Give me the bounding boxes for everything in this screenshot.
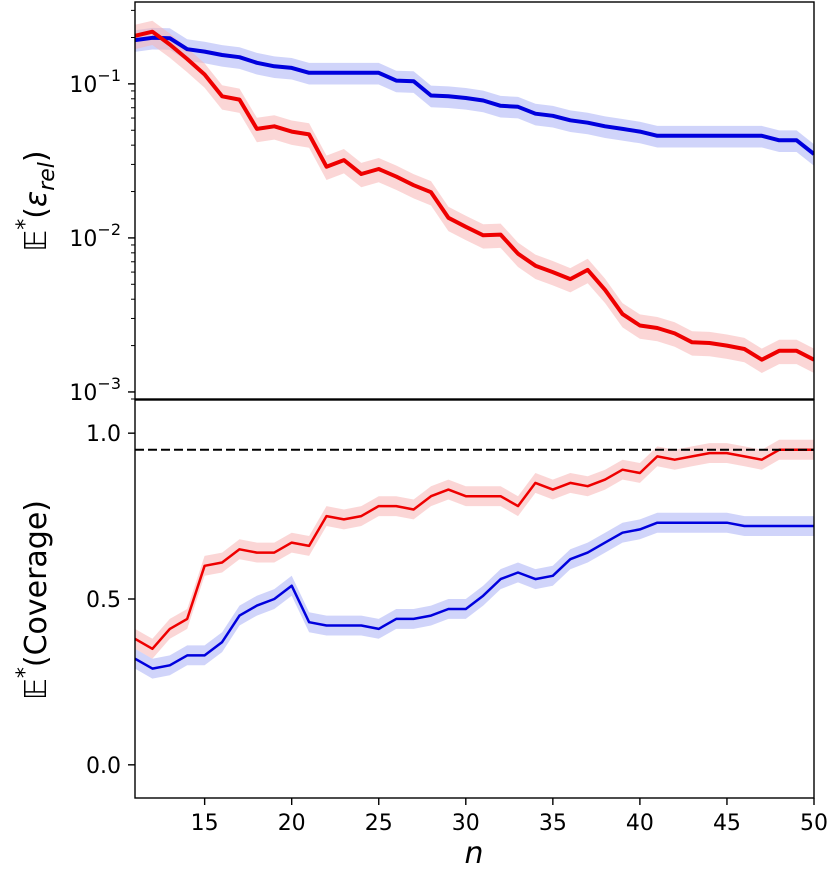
top-ytick-label: 10−1 xyxy=(69,66,121,98)
top-ylabel-sub: rel xyxy=(35,162,60,191)
top-series-0-line xyxy=(135,35,814,156)
top-ylabel-star: * xyxy=(13,219,38,230)
bottom-ylabel-e: 𝔼 xyxy=(19,678,54,700)
top-y-axis-label: 𝔼*(εrel) xyxy=(13,150,60,251)
top-axes-frame xyxy=(134,1,815,400)
bottom-panel: 0.00.51.0 15 20 25 30 35 40 45 50 𝔼*(Coverage) … xyxy=(13,399,828,871)
x-ticks: 15 20 25 30 35 40 45 50 xyxy=(191,798,828,836)
bottom-ylabel-text: (Coverage) xyxy=(19,500,54,667)
top-panel: 10−1 10−2 10−3 𝔼*(εrel) xyxy=(13,1,815,406)
xtick-label: 15 xyxy=(191,811,219,836)
top-ylabel-e: 𝔼 xyxy=(19,230,54,252)
bottom-y-ticks: 0.0 0.5 1.0 xyxy=(86,422,135,779)
top-ylabel-epsilon: ε xyxy=(19,191,54,207)
bottom-ytick-label: 0.5 xyxy=(86,588,121,613)
top-ylabel-close: ) xyxy=(19,150,54,162)
xtick-label: 30 xyxy=(452,811,480,836)
top-series-lines xyxy=(135,29,814,362)
top-ytick-label: 10−2 xyxy=(69,220,121,252)
top-confidence-bands xyxy=(135,20,814,373)
bottom-series-1-line xyxy=(135,521,814,670)
xtick-label: 45 xyxy=(713,811,741,836)
bottom-series-0-band xyxy=(135,439,814,659)
top-series-1-band xyxy=(135,20,814,373)
bottom-ytick-label: 0.0 xyxy=(86,754,121,779)
xtick-label: 20 xyxy=(278,811,306,836)
bottom-confidence-bands xyxy=(135,439,814,679)
bottom-series-lines xyxy=(135,448,814,670)
bottom-ytick-label: 1.0 xyxy=(86,422,121,447)
top-ytick-label: 10−3 xyxy=(69,374,121,406)
top-series-1-line xyxy=(135,29,814,362)
xtick-label: 40 xyxy=(626,811,654,836)
xtick-label: 50 xyxy=(800,811,828,836)
bottom-ylabel-star: * xyxy=(13,667,38,678)
xtick-label: 35 xyxy=(539,811,567,836)
xtick-label: 25 xyxy=(365,811,393,836)
bottom-series-0-line xyxy=(135,448,814,651)
top-ylabel-open: ( xyxy=(19,207,54,219)
bottom-series-1-band xyxy=(135,512,814,679)
x-axis-label: n xyxy=(464,836,483,871)
top-y-ticks: 10−1 10−2 10−3 xyxy=(69,9,135,406)
bottom-y-axis-label: 𝔼*(Coverage) xyxy=(13,500,54,700)
